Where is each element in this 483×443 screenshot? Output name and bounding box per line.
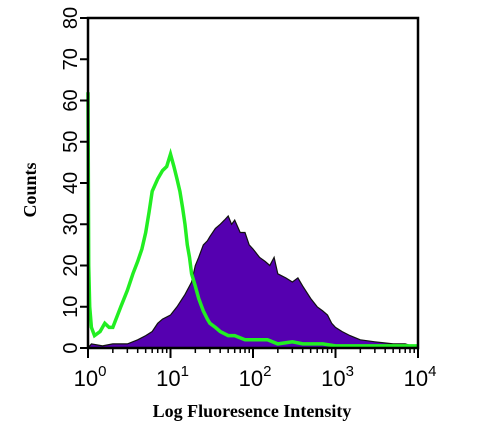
x-tick-label: 101 — [156, 363, 189, 391]
x-tick-label: 103 — [321, 363, 354, 391]
y-tick-label: 20 — [60, 254, 82, 276]
x-axis-title: Log Fluoresence Intensity — [153, 401, 352, 421]
y-tick-label: 60 — [60, 89, 82, 111]
y-tick-label: 30 — [60, 213, 82, 235]
x-tick-label: 100 — [74, 363, 107, 391]
x-tick-label: 102 — [239, 363, 272, 391]
y-tick-label: 40 — [60, 172, 82, 194]
y-tick-label: 80 — [60, 7, 82, 29]
plot-area — [86, 16, 420, 350]
x-tick-label: 104 — [404, 363, 437, 391]
y-tick-label: 50 — [60, 131, 82, 153]
y-axis-ticks: 0 10 20 30 40 50 60 70 80 — [60, 7, 88, 354]
y-tick-label: 0 — [60, 342, 82, 353]
x-axis-ticks: 100 101 102 103 104 — [74, 348, 437, 391]
histogram-filled-series — [86, 214, 419, 349]
histogram-outline-series — [86, 92, 418, 348]
y-tick-label: 70 — [60, 48, 82, 70]
y-tick-label: 10 — [60, 296, 82, 318]
y-axis-title: Counts — [20, 162, 40, 217]
